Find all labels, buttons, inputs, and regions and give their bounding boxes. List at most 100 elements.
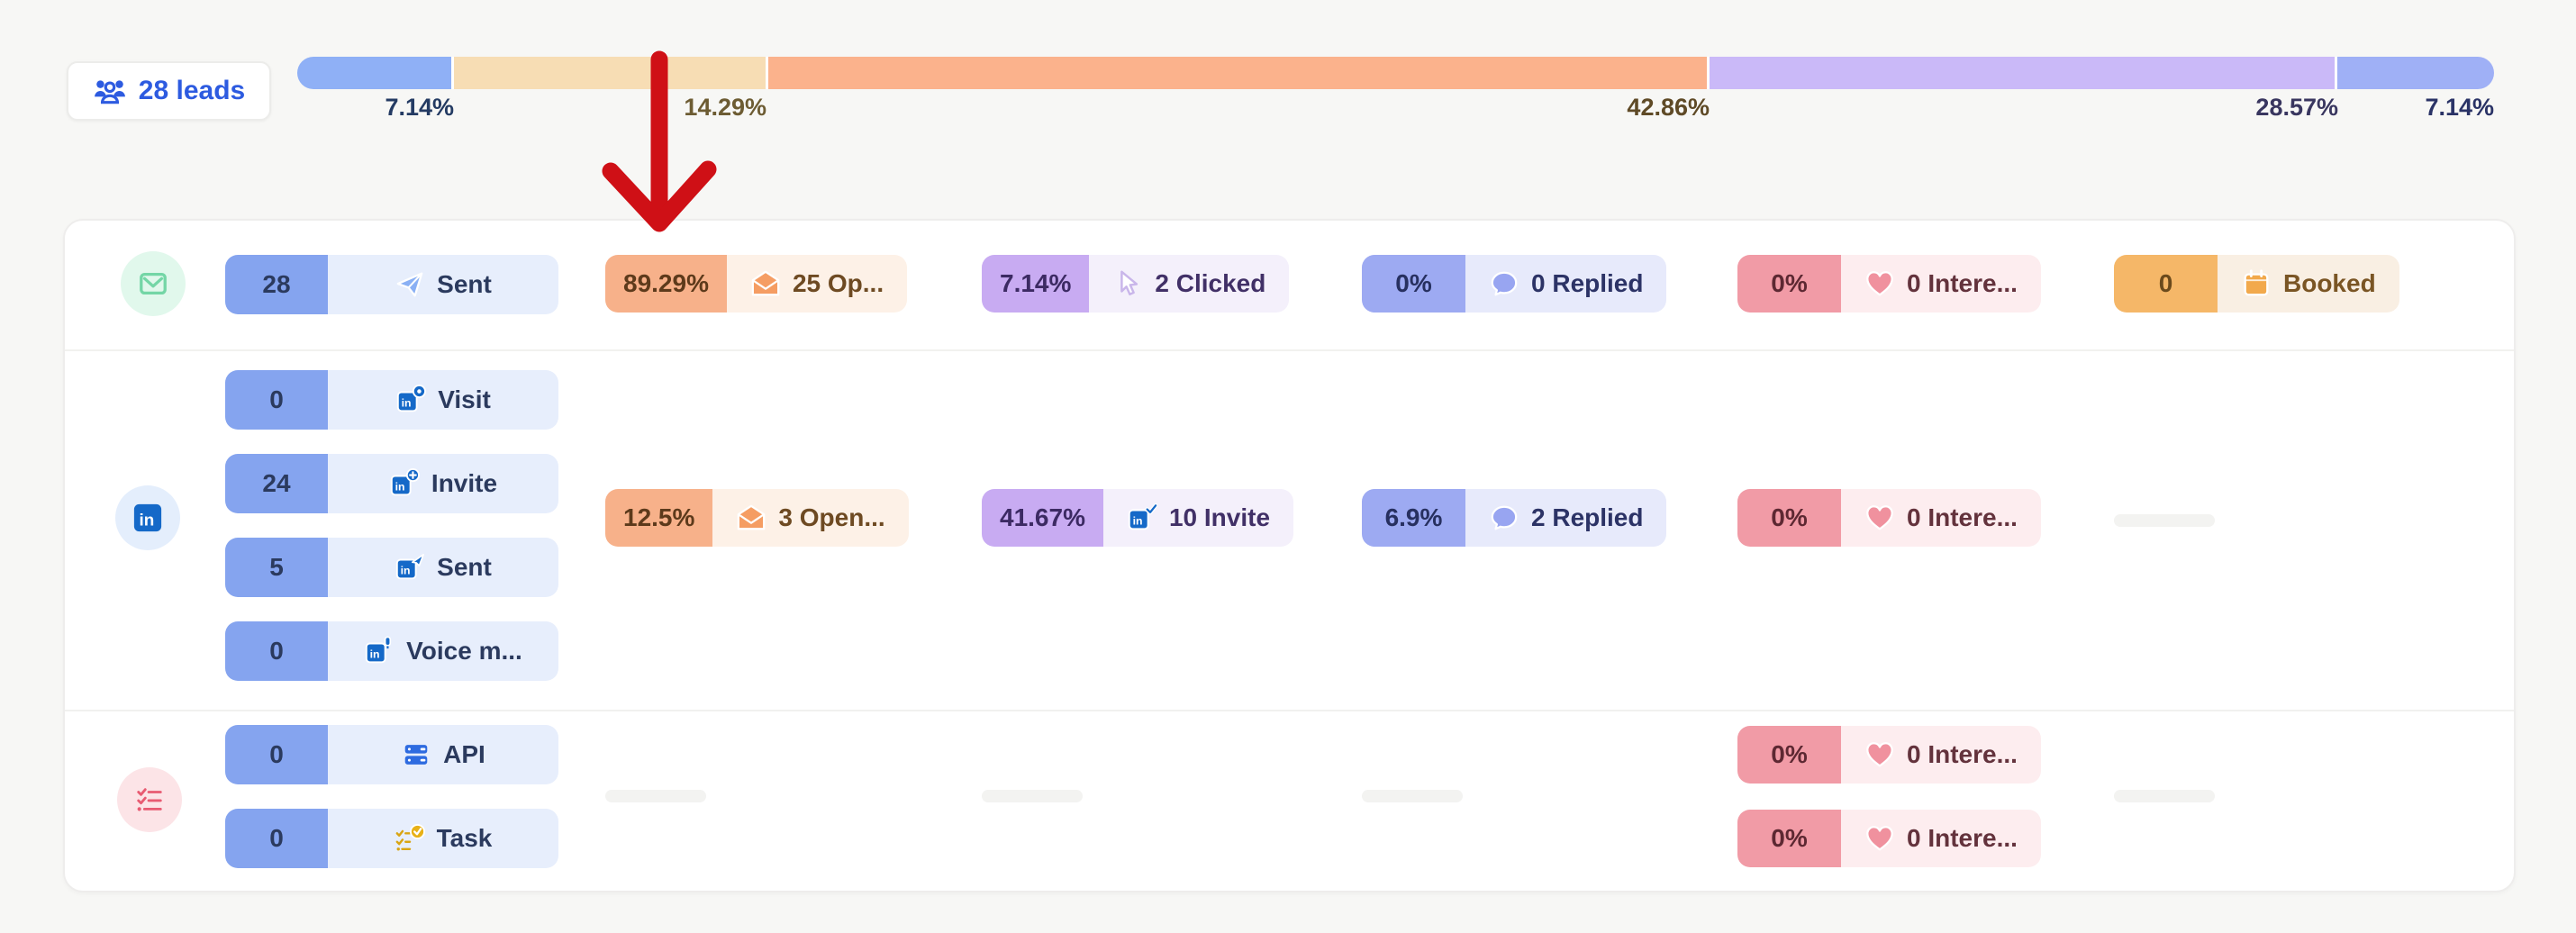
metric-value: 0% [1362,255,1465,313]
heart-icon [1866,271,1893,296]
step-chip-linkedin-voicemail[interactable]: 0 in Voice m... [225,621,558,681]
metric-value: 6.9% [1362,489,1465,547]
placeholder-dash [2114,514,2215,527]
metric-label: 0 Replied [1531,269,1644,297]
step-label: Task [436,824,493,852]
users-icon [94,80,125,104]
metric-value: 0% [1737,255,1841,313]
channel-tasks [117,767,182,832]
metric-pill-opened[interactable]: 89.29% 25 Op... [605,255,908,313]
checklist-icon [137,788,162,811]
svg-text:in: in [140,512,155,530]
step-chip-linkedin-sent[interactable]: 5 in Sent [225,538,558,597]
metric-label: 0 Intere... [1907,740,2018,768]
linkedin-sent-icon: in [396,553,425,580]
metric-pill-clicked[interactable]: 7.14% 2 Clicked [982,255,1290,313]
step-label: Sent [437,553,492,581]
metric-value: 0% [1737,810,1841,867]
calendar-icon [2244,269,2269,296]
linkedin-icon: in [133,503,162,532]
placeholder-dash [982,790,1083,802]
step-label: Voice m... [406,637,522,665]
funnel-segment-other[interactable] [2336,57,2494,89]
linkedin-invite-icon: in [390,468,420,496]
funnel-segment-opened[interactable] [454,57,768,89]
linkedin-voicemail-icon: in [366,636,392,664]
metric-value: 0% [1737,726,1841,784]
heart-icon [1866,505,1893,530]
step-chip-task[interactable]: 0 Task [225,809,558,868]
row-divider [65,710,2514,711]
step-count: 0 [225,809,328,868]
step-count: 28 [225,255,328,314]
api-icon [404,745,428,765]
metric-pill-opened[interactable]: 12.5% 3 Open... [605,489,909,547]
placeholder-dash [1362,790,1463,802]
funnel-segment-contacted[interactable] [767,57,1710,89]
red-arrow-down-icon [602,50,717,232]
metric-pill-replied[interactable]: 0% 0 Replied [1362,255,1667,313]
metric-label: 0 Intere... [1907,824,2018,852]
funnel-segment-pending[interactable] [1710,57,2337,89]
metric-pill-interested[interactable]: 0% 0 Intere... [1737,489,2041,547]
step-count: 5 [225,538,328,597]
metric-pill-invite-accepted[interactable]: 41.67% in 10 Invite [982,489,1294,547]
svg-text:in: in [1133,515,1143,528]
funnel-segment-label: 7.14% [385,94,454,121]
metric-value: 0 [2114,255,2218,313]
chat-bubble-icon [1491,271,1518,296]
metric-value: 7.14% [982,255,1090,313]
linkedin-check-icon: in [1128,503,1157,530]
metric-value: 89.29% [605,255,727,313]
funnel-segment-sent[interactable] [297,57,455,89]
mail-open-icon [738,504,766,530]
step-label: Sent [437,270,492,298]
metric-value: 12.5% [605,489,713,547]
metric-label: 0 Intere... [1907,503,2018,531]
step-label: Visit [438,385,491,413]
channel-linkedin: in [115,485,180,550]
step-chip-linkedin-invite[interactable]: 24 in Invite [225,454,558,513]
metric-label: 2 Clicked [1155,269,1266,297]
metric-pill-interested[interactable]: 0% 0 Intere... [1737,810,2041,867]
svg-text:in: in [401,565,411,577]
task-icon [395,823,425,851]
channel-email [121,251,186,316]
step-count: 0 [225,370,328,430]
row-divider [65,349,2514,351]
heart-icon [1866,742,1893,767]
metric-pill-replied[interactable]: 6.9% 2 Replied [1362,489,1667,547]
placeholder-dash [2114,790,2215,802]
metric-value: 41.67% [982,489,1103,547]
leads-count-badge[interactable]: 28 leads [67,61,271,121]
svg-text:in: in [370,648,380,661]
linkedin-visit-icon: in [397,385,427,412]
funnel-segment-label: 42.86% [1627,94,1710,121]
metric-label: 2 Replied [1531,503,1644,531]
step-count: 0 [225,725,328,784]
chat-bubble-icon [1491,505,1518,530]
step-count: 24 [225,454,328,513]
funnel-bar [297,57,2494,89]
cursor-click-icon [1120,270,1138,296]
leads-count-label: 28 leads [138,76,246,105]
metric-label: Booked [2283,269,2376,297]
funnel-segment-label: 7.14% [2425,94,2494,121]
mail-open-icon [751,270,780,296]
step-chip-linkedin-visit[interactable]: 0 in Visit [225,370,558,430]
metric-label: 3 Open... [778,503,885,531]
metric-value: 0% [1737,489,1841,547]
step-chip-api[interactable]: 0 API [225,725,558,784]
step-chip-email-sent[interactable]: 28 Sent [225,255,558,314]
metric-pill-interested[interactable]: 0% 0 Intere... [1737,726,2041,784]
metric-pill-interested[interactable]: 0% 0 Intere... [1737,255,2041,313]
envelope-icon [140,272,167,295]
step-count: 0 [225,621,328,681]
step-label: API [443,740,485,768]
metric-pill-booked[interactable]: 0 Booked [2114,255,2399,313]
placeholder-dash [605,790,706,802]
step-label: Invite [431,469,498,497]
paper-plane-icon [396,272,423,297]
svg-text:in: in [395,481,405,494]
